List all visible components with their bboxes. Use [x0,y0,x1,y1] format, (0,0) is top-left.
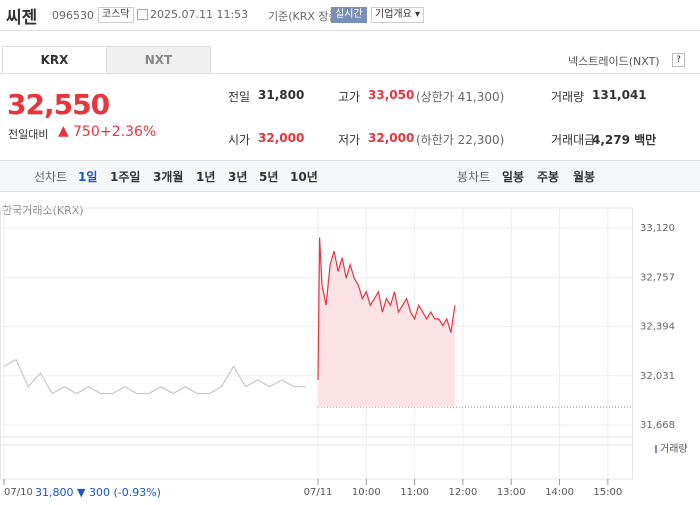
x-tick-label: 12:00 [449,487,478,498]
volume-label: 거래량 [660,443,688,455]
stat-value: 4,279 백만 [592,133,657,147]
stat-label: 전일 [228,90,251,104]
calendar-icon [137,9,148,20]
nxt-link[interactable]: 넥스트레이드(NXT) [568,55,660,68]
period-label: 선차트 [34,170,68,184]
period[interactable]: 3개월 [153,170,184,184]
period[interactable]: 1일 [78,170,98,184]
x-tick-label: 10:00 [352,487,381,498]
stat-label: 시가 [228,133,251,147]
stat-label: 고가 [338,90,361,104]
line [3,358,306,395]
stat-label: 거래대금 [551,133,596,147]
market-badge: 코스닥 [98,7,134,23]
x-tick-label: 13:00 [497,487,526,498]
period[interactable]: 5년 [259,170,279,184]
stat-label: 저가 [338,133,361,147]
stat-extra: (하한가 22,300) [416,133,505,147]
divider [0,30,700,31]
candle[interactable]: 월봉 [573,170,596,184]
stat-value: 32,000 [368,131,415,145]
divider [0,73,700,74]
x-tick-label: 07/11 [304,487,333,498]
basis: 기준(KRX 장중) [268,10,343,23]
x-tick-label: 15:00 [593,487,622,498]
change-arrow: ▲ [58,123,69,139]
volume-legend-icon [655,445,657,453]
change: 750 [73,124,100,140]
area [318,237,455,408]
y-tick-label: 33,120 [640,223,675,234]
y-tick-label: 32,394 [640,322,675,333]
chart-source: 한국거래소(KRX) [2,204,84,217]
x-tick-label: 11:00 [400,487,429,498]
footer: 31,800 ▼ 300 (-0.93%) [35,486,161,499]
period-bar [0,160,700,192]
stat-value: 32,000 [258,131,305,145]
current-price: 32,550 [7,88,110,121]
stat-value: 31,800 [258,88,305,102]
candle-label: 봉차트 [457,170,491,184]
y-tick-label: 31,668 [640,420,675,431]
stat-value: 131,041 [592,88,647,102]
period[interactable]: 1주일 [110,170,141,184]
x-tick-label: 14:00 [545,487,574,498]
help[interactable]: ? [672,53,685,67]
change-label: 전일대비 [8,128,49,141]
prev-close: 31,800 [35,486,74,499]
y-tick-label: 32,757 [640,272,675,283]
line [317,237,456,381]
volume-area [0,436,633,480]
change-percent: +2.36% [100,124,157,140]
stat-extra: (상한가 41,300) [416,90,505,104]
x-tick-label: 07/10 [4,487,33,498]
candle[interactable]: 일봉 [502,170,525,184]
company-label: 기업개요 [375,9,412,20]
footer-change: ▼ 300 [77,486,110,499]
period[interactable]: 1년 [196,170,216,184]
stock-code: 096530 [52,9,94,22]
stat-value: 33,050 [368,88,415,102]
period[interactable]: 10년 [290,170,318,184]
period[interactable]: 3년 [228,170,248,184]
footer-percent: (-0.93%) [113,486,161,499]
datetime: 2025.07.11 11:53 [150,8,249,21]
y-tick-label: 32,031 [640,371,675,382]
company-button[interactable]: 기업개요 ▾ [371,7,425,23]
stock-name: 씨젠 [6,8,38,28]
stat-label: 거래량 [551,90,585,104]
realtime-badge[interactable]: 실시간 [331,7,367,23]
candle[interactable]: 주봉 [537,170,560,184]
